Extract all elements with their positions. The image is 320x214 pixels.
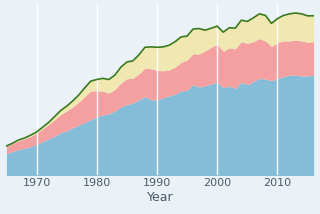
X-axis label: Year: Year xyxy=(147,191,173,204)
